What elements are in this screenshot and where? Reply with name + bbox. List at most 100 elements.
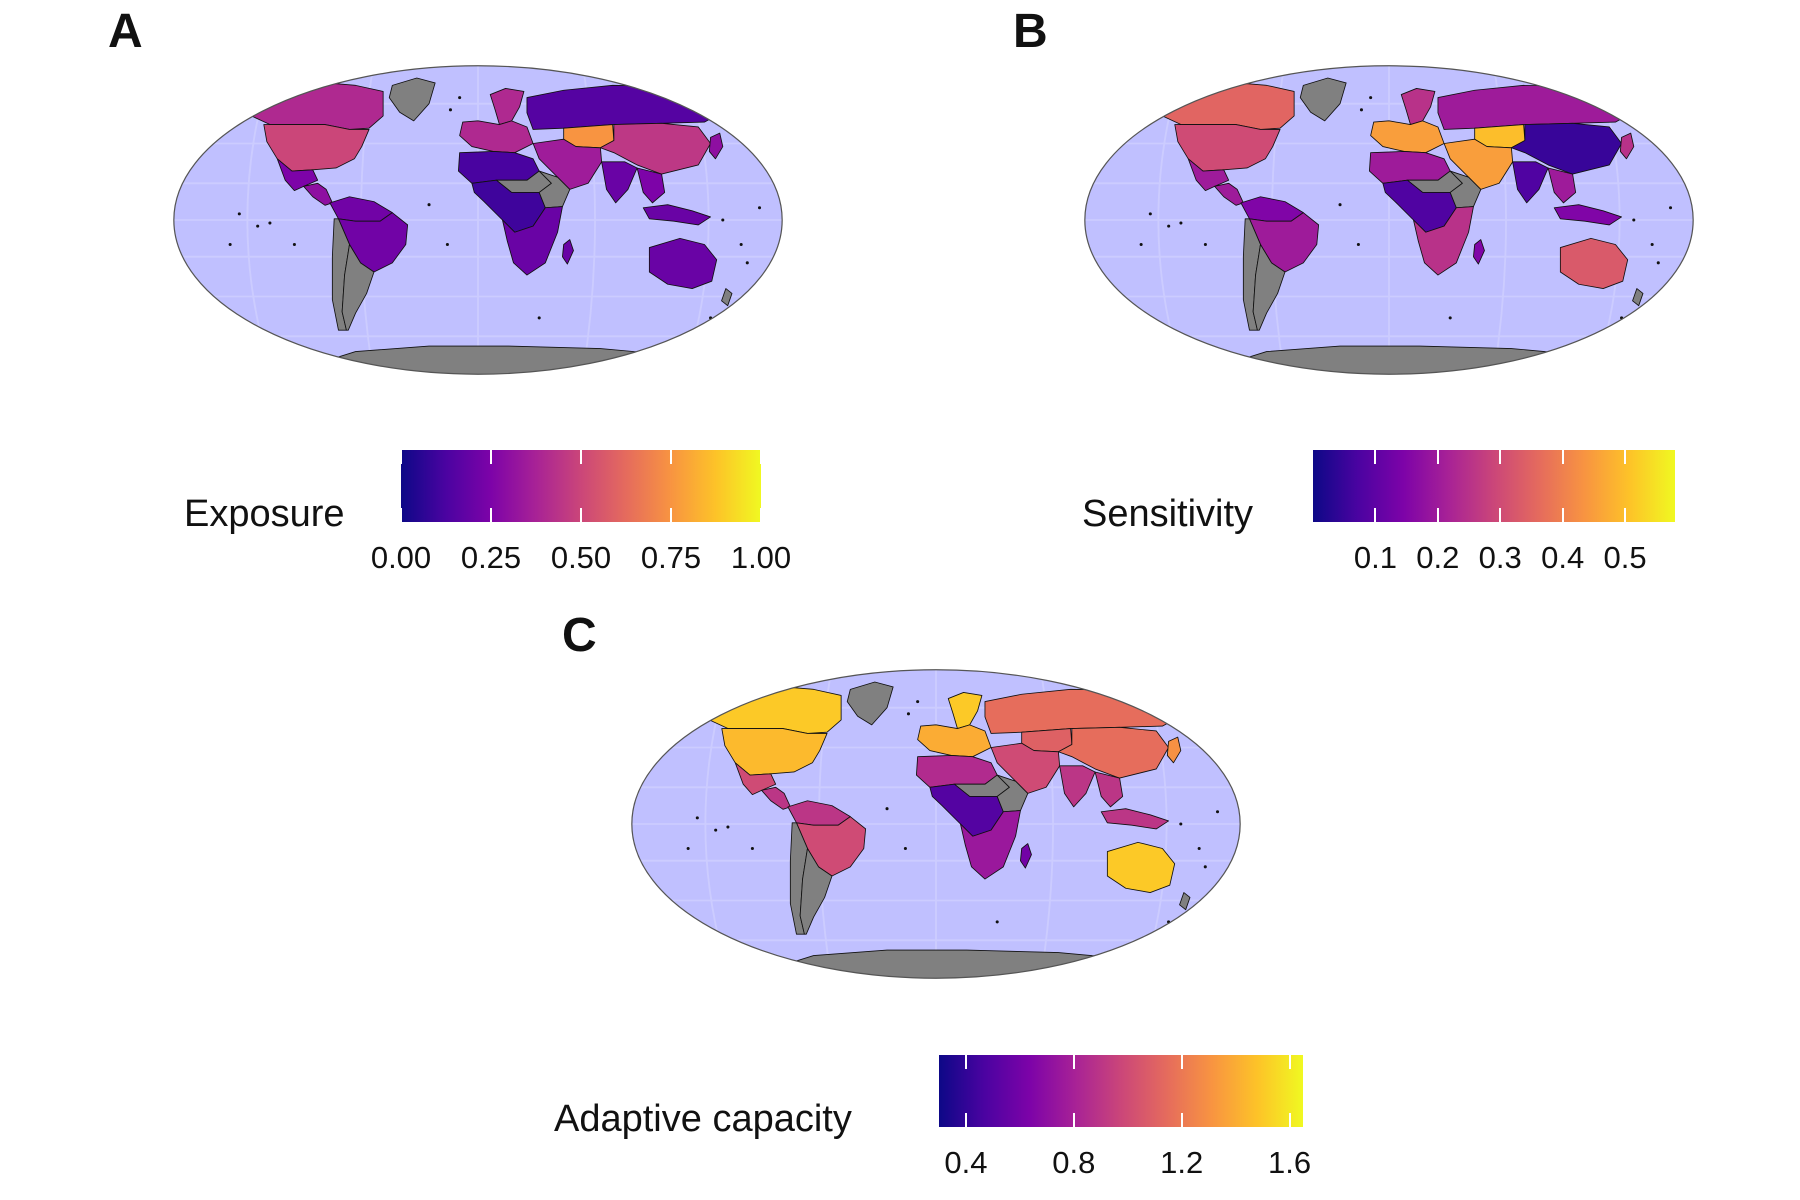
colorbar-tick-label: 0.2: [1416, 540, 1460, 575]
colorbar-tick: [580, 508, 582, 522]
island: [1632, 218, 1636, 222]
map-frame: [631, 669, 1241, 979]
island: [906, 712, 910, 716]
colorbar-tick-label: 0.25: [460, 540, 522, 575]
island: [745, 261, 749, 265]
country-argentina: [1252, 244, 1286, 331]
country-japan: [708, 132, 724, 160]
island: [750, 846, 754, 851]
country-madagascar: [1020, 843, 1032, 869]
island: [458, 96, 462, 100]
country-indonesia: [1100, 808, 1169, 830]
country-argentina: [341, 244, 375, 331]
island: [995, 920, 999, 924]
colorbar-tick: [670, 450, 672, 464]
colorbar-tick: [1624, 508, 1627, 522]
country-scandinavia: [489, 87, 525, 125]
colorbar-tick: [1436, 450, 1439, 464]
colorbar-tick: [1374, 508, 1377, 522]
colorbar-tick: [580, 450, 582, 464]
country-scandinavia: [1400, 87, 1436, 125]
country-southern-africa: [502, 206, 563, 276]
island: [445, 242, 449, 247]
country-greenland: [1299, 77, 1347, 122]
colorbar-tick-label: 0.50: [550, 540, 612, 575]
panel-label-b: B: [1013, 5, 1048, 58]
exposure-world-map: [173, 65, 783, 375]
colorbar-tick-label: 0.1: [1353, 540, 1397, 575]
country-greenland: [846, 681, 894, 726]
island: [292, 242, 296, 247]
island: [1668, 206, 1673, 210]
colorbar-tick-label: 0.75: [640, 540, 702, 575]
island: [256, 224, 260, 228]
map-frame: [1084, 65, 1694, 375]
colorbar-tick: [490, 508, 492, 522]
country-new-zealand: [1632, 288, 1644, 307]
island: [1359, 108, 1363, 112]
country-southeast-asia: [1547, 167, 1577, 204]
island: [903, 846, 907, 851]
colorbar-tick-label: 0.5: [1603, 540, 1647, 575]
country-madagascar: [1473, 239, 1485, 265]
colorbar-tick-label: 1.2: [1160, 1145, 1204, 1180]
colorbar-tick: [1561, 450, 1564, 464]
colorbar-tick: [1072, 1055, 1075, 1069]
colorbar-tick-label: 0.4: [944, 1145, 988, 1180]
island: [686, 846, 690, 851]
panel-label-c: C: [562, 609, 597, 662]
colorbar-tick-label: 1.00: [730, 540, 792, 575]
country-middle-east: [990, 742, 1061, 794]
country-middle-east: [532, 138, 603, 190]
country-argentina: [799, 848, 833, 935]
colorbar-tick: [964, 1113, 967, 1127]
island: [1656, 261, 1660, 265]
country-mexico: [1187, 158, 1230, 192]
colorbar-tick: [670, 508, 672, 522]
colorbar-tick: [1180, 1113, 1183, 1127]
colorbar-tick-label: 0.4: [1541, 540, 1585, 575]
island: [1203, 865, 1207, 869]
colorbar-tick: [1374, 450, 1377, 464]
island: [1139, 242, 1143, 247]
country-greenland: [388, 77, 436, 122]
colorbar-tick: [1288, 1113, 1291, 1127]
island: [726, 825, 730, 829]
colorbar-tick: [1288, 1055, 1291, 1069]
island: [1179, 221, 1183, 225]
island: [1650, 242, 1654, 247]
colorbar-tick: [964, 1055, 967, 1069]
colorbar-tick: [760, 450, 762, 464]
country-middle-east: [1443, 138, 1514, 190]
adaptive-capacity-world-map: [631, 669, 1241, 979]
sensitivity-world-map: [1084, 65, 1694, 375]
island: [427, 203, 431, 207]
island: [228, 242, 232, 247]
island: [237, 212, 241, 216]
country-australia: [1106, 841, 1176, 893]
colorbar-tick: [1499, 508, 1502, 522]
colorbar-tick: [1180, 1055, 1183, 1069]
country-australia: [648, 237, 718, 289]
map-frame: [173, 65, 783, 375]
island: [1356, 242, 1360, 247]
colorbar-tick: [1499, 450, 1502, 464]
colorbar-tick: [1624, 450, 1627, 464]
island: [1179, 822, 1183, 826]
country-south-asia: [1512, 161, 1549, 204]
colorbar-tick: [490, 450, 492, 464]
island: [916, 700, 920, 704]
island: [1448, 316, 1452, 320]
colorbar-tick-label: 1.6: [1267, 1145, 1312, 1180]
country-australia: [1559, 237, 1629, 289]
country-new-zealand: [721, 288, 733, 307]
country-japan: [1166, 736, 1182, 764]
country-south-asia: [601, 161, 638, 204]
exposure-legend-title: Exposure: [184, 493, 345, 535]
island: [721, 218, 725, 222]
island: [1215, 810, 1220, 814]
island: [537, 316, 541, 320]
island: [1167, 224, 1171, 228]
colorbar-tick: [400, 508, 402, 522]
island: [1203, 242, 1207, 247]
